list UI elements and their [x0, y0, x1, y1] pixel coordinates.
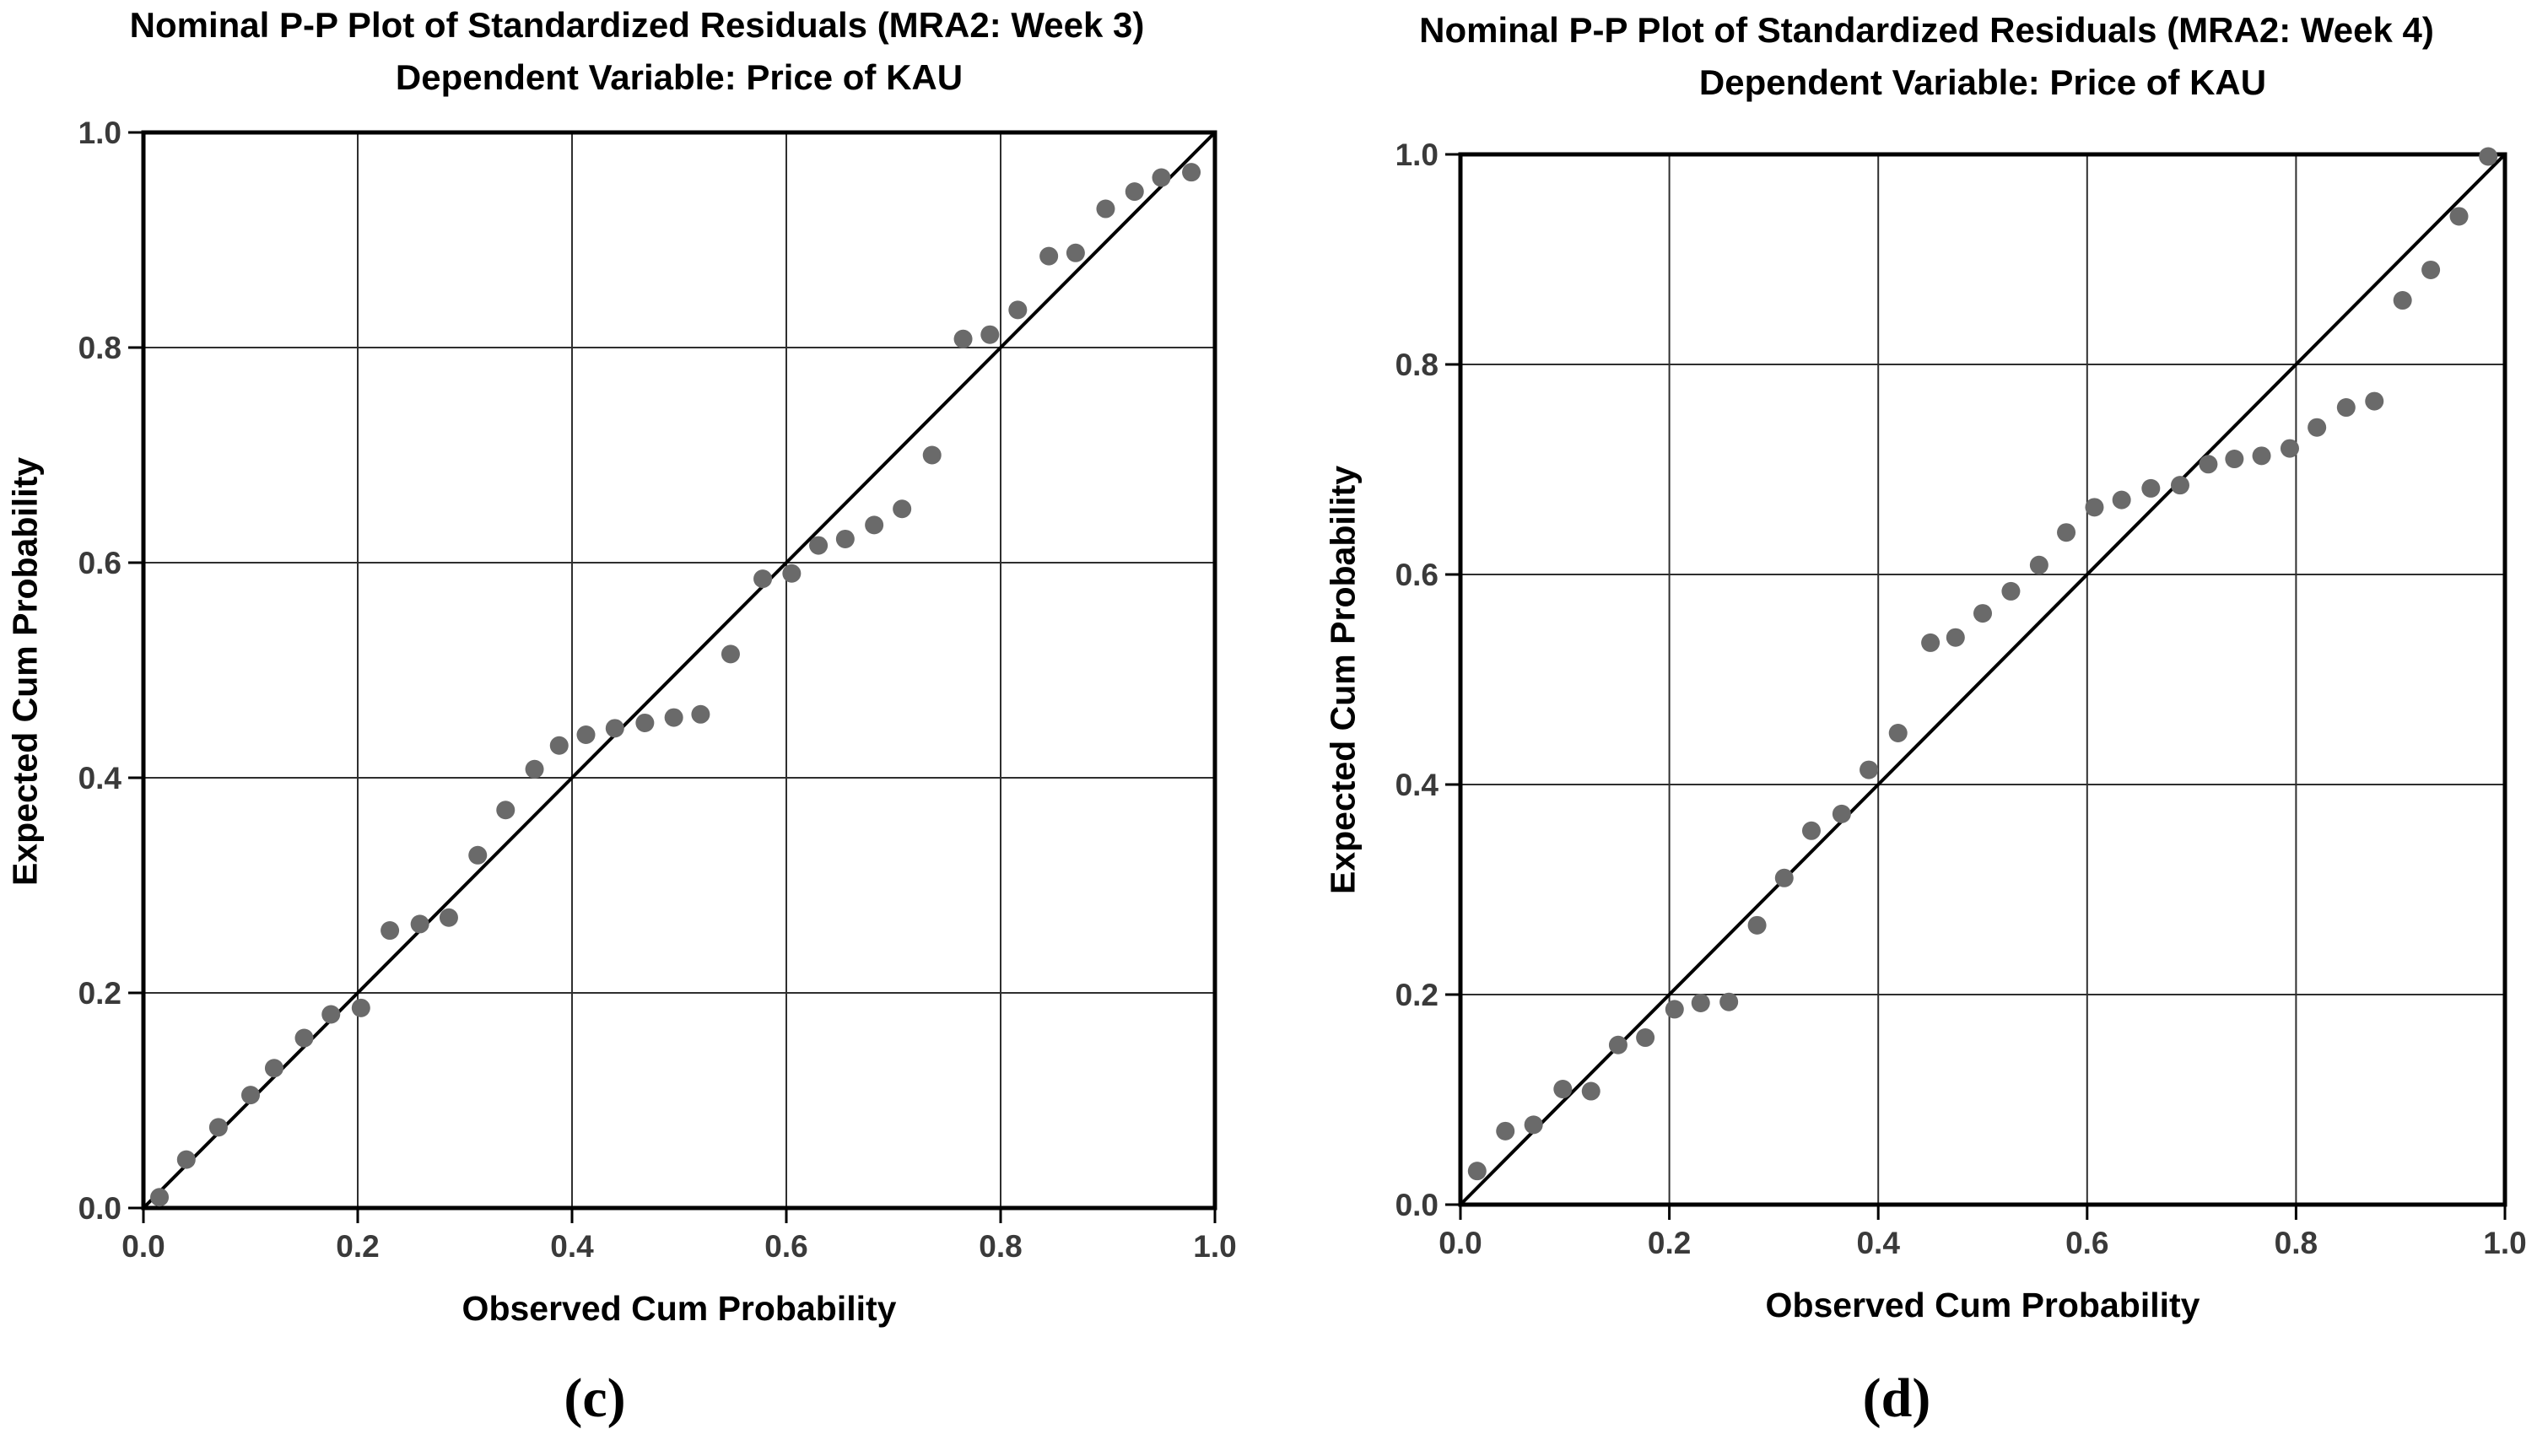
- svg-text:0.8: 0.8: [1395, 348, 1439, 382]
- svg-text:0.6: 0.6: [1395, 558, 1439, 592]
- chart-title: Nominal P-P Plot of Standardized Residua…: [1419, 10, 2434, 50]
- svg-text:0.4: 0.4: [1395, 768, 1439, 802]
- x-axis-label: Observed Cum Probability: [462, 1289, 897, 1328]
- y-axis-label: Expected Cum Probability: [5, 456, 45, 887]
- svg-text:0.2: 0.2: [1395, 978, 1439, 1012]
- svg-text:0.0: 0.0: [121, 1229, 165, 1264]
- svg-text:0.0: 0.0: [1439, 1226, 1482, 1260]
- svg-text:0.6: 0.6: [764, 1229, 807, 1264]
- plot-area-week3: 0.00.0 0.2 0.2 0.4 0.4 0.6 0.6 0.8 0.8 1.0 1.0: [78, 116, 1237, 1264]
- svg-text:0.2: 0.2: [78, 976, 121, 1011]
- svg-text:0.0: 0.0: [78, 1191, 121, 1226]
- subfigure-caption-d: (d): [1862, 1367, 1931, 1429]
- chart-title: Nominal P-P Plot of Standardized Residua…: [129, 5, 1145, 45]
- svg-text:1.0: 1.0: [2483, 1226, 2526, 1260]
- y-axis-label: Expected Cum Probability: [1323, 465, 1363, 895]
- svg-text:0.4: 0.4: [550, 1229, 594, 1264]
- svg-text:0.4: 0.4: [1856, 1226, 1900, 1260]
- svg-text:1.0: 1.0: [78, 116, 121, 150]
- chart-subtitle: Dependent Variable: Price of KAU: [1698, 62, 2267, 102]
- svg-text:0.2: 0.2: [1648, 1226, 1691, 1260]
- svg-text:1.0: 1.0: [1193, 1229, 1236, 1264]
- svg-text:0.8: 0.8: [979, 1229, 1022, 1264]
- svg-text:0.8: 0.8: [78, 331, 121, 365]
- svg-text:0.2: 0.2: [336, 1229, 379, 1264]
- subfigure-caption-c: (c): [564, 1367, 626, 1429]
- chart-subtitle: Dependent Variable: Price of KAU: [395, 57, 964, 97]
- svg-text:0.0: 0.0: [1395, 1188, 1439, 1222]
- svg-text:0.8: 0.8: [2275, 1226, 2318, 1260]
- svg-text:0.6: 0.6: [2065, 1226, 2108, 1260]
- svg-text:1.0: 1.0: [1395, 138, 1439, 172]
- svg-text:0.4: 0.4: [78, 761, 122, 795]
- svg-text:0.6: 0.6: [78, 546, 121, 580]
- x-axis-label: Observed Cum Probability: [1765, 1286, 2200, 1324]
- plot-area-week4: 0.00.0 0.2 0.2 0.4 0.4 0.6 0.6 0.8 0.8 1.0 1.0: [1395, 138, 2527, 1260]
